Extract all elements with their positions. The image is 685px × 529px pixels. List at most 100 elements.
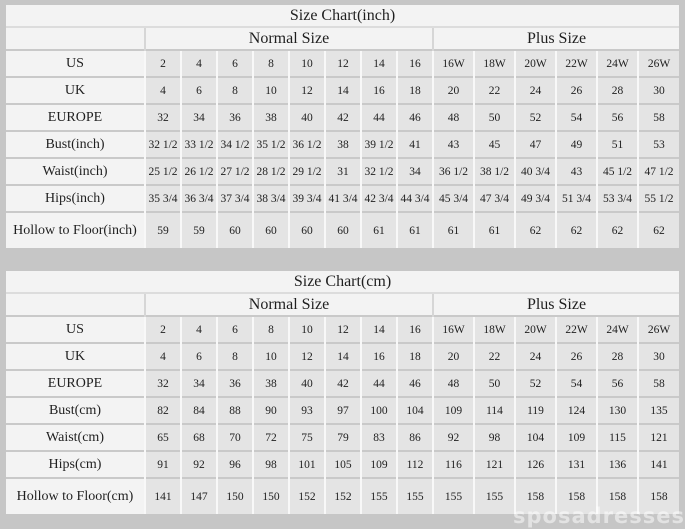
table-cell: 4 [180,49,217,77]
table-row: US 2 4 6 8 10 12 14 16 16W 18W 20W 22W 24W 26W [6,49,680,77]
table-cell: 6 [216,49,253,77]
table-cell: 45 3/4 [432,184,474,212]
table-cell: 28 [596,342,638,370]
table-cell: 14 [360,315,397,343]
table-cell: 38 [252,369,289,397]
table-cell: 147 [180,477,217,514]
table-cell: 96 [216,450,253,478]
table-cell: 155 [360,477,397,514]
table-cell: 10 [288,49,325,77]
table-cell: 60 [324,211,361,248]
table-cell: 22W [555,49,597,77]
table-cell: 26 [555,342,597,370]
table-cell: 20 [432,76,474,104]
table-row: Bust(cm) 82 84 88 90 93 97 100 104 109 114 119 124 13… [6,396,680,424]
table-cell: 28 [596,76,638,104]
table-cell: 8 [216,342,253,370]
column-group-header: Normal Size [144,26,433,50]
table-row: Hollow to Floor(cm) 141 147 150 150 152 152 155… [6,477,680,514]
table-cell: 79 [324,423,361,451]
table-cell: 49 [555,130,597,158]
row-label: Bust(inch) [6,130,145,158]
table-cell: 22W [555,315,597,343]
table-cell: 10 [252,76,289,104]
table-cell: 116 [432,450,474,478]
table-cell: 59 [180,211,217,248]
table-cell: 98 [252,450,289,478]
table-cell: 2 [144,49,181,77]
table-cell: 2 [144,315,181,343]
table-cell: 20 [432,342,474,370]
table-cell: 126 [514,450,556,478]
table-cell: 26 1/2 [180,157,217,185]
table-cell: 158 [514,477,556,514]
row-label: Bust(cm) [6,396,145,424]
table-row: Hips(cm) 91 92 96 98 101 105 109 112 116 121 126 131… [6,450,680,478]
table-cell: 150 [252,477,289,514]
table-cell: 61 [360,211,397,248]
table-cell: 4 [144,76,181,104]
table-cell: 52 [514,369,556,397]
table-cell: 53 3/4 [596,184,638,212]
table-cell: 12 [324,49,361,77]
table-cell: 158 [636,477,680,514]
table-cell: 56 [596,369,638,397]
table-cell: 31 [324,157,361,185]
row-label: Hips(cm) [6,450,145,478]
table-cell: 92 [180,450,217,478]
table-cell: 155 [396,477,433,514]
table-cell: 26 [555,76,597,104]
table-cell: 62 [636,211,680,248]
table-cell: 24 [514,76,556,104]
table-cell: 30 [636,76,680,104]
table-cell: 48 [432,103,474,131]
table-cell: 56 [596,103,638,131]
row-label: Hips(inch) [6,184,145,212]
table-cell: 32 1/2 [360,157,397,185]
table-cell: 29 1/2 [288,157,325,185]
table-cell: 54 [555,369,597,397]
table-cell: 62 [514,211,556,248]
table-title-row: Size Chart(inch) [6,5,680,27]
table-row: EUROPE 32 34 36 38 40 42 44 46 48 50 52 54 56 58 [6,103,680,131]
row-label: EUROPE [6,369,145,397]
table-title: Size Chart(cm) [6,271,680,293]
table-cell: 6 [180,76,217,104]
table-cell: 22 [473,76,515,104]
table-cell: 14 [324,76,361,104]
table-cell: 51 3/4 [555,184,597,212]
table-cell: 105 [324,450,361,478]
table-cell: 24 [514,342,556,370]
table-cell: 32 [144,369,181,397]
table-cell: 150 [216,477,253,514]
column-group-header: Normal Size [144,292,433,316]
table-cell: 12 [288,342,325,370]
table-cell: 155 [432,477,474,514]
table-row: UK 4 6 8 10 12 14 16 18 20 22 24 26 28 30 [6,342,680,370]
table-cell: 42 [324,369,361,397]
table-cell: 141 [144,477,181,514]
table-cell: 86 [396,423,433,451]
row-label: US [6,315,145,343]
table-cell: 61 [473,211,515,248]
row-label: Hollow to Floor(inch) [6,211,145,248]
table-cell: 158 [555,477,597,514]
table-cell: 65 [144,423,181,451]
table-cell: 42 [324,103,361,131]
table-cell: 58 [636,369,680,397]
table-row: Waist(cm) 65 68 70 72 75 79 83 86 92 98 104 109 115 12… [6,423,680,451]
table-cell: 38 [252,103,289,131]
table-cell: 34 1/2 [216,130,253,158]
table-cell: 88 [216,396,253,424]
table-cell: 16 [396,49,433,77]
table-cell: 97 [324,396,361,424]
table-cell: 43 [555,157,597,185]
table-cell: 130 [596,396,638,424]
table-cell: 152 [324,477,361,514]
table-cell: 75 [288,423,325,451]
table-cell: 46 [396,369,433,397]
table-cell: 41 [396,130,433,158]
table-row: UK 4 6 8 10 12 14 16 18 20 22 24 26 28 30 [6,76,680,104]
table-cell: 36 1/2 [288,130,325,158]
size-chart-inch-body: Size Chart(inch) Normal Size Plus Size US 2 4… [6,5,680,248]
